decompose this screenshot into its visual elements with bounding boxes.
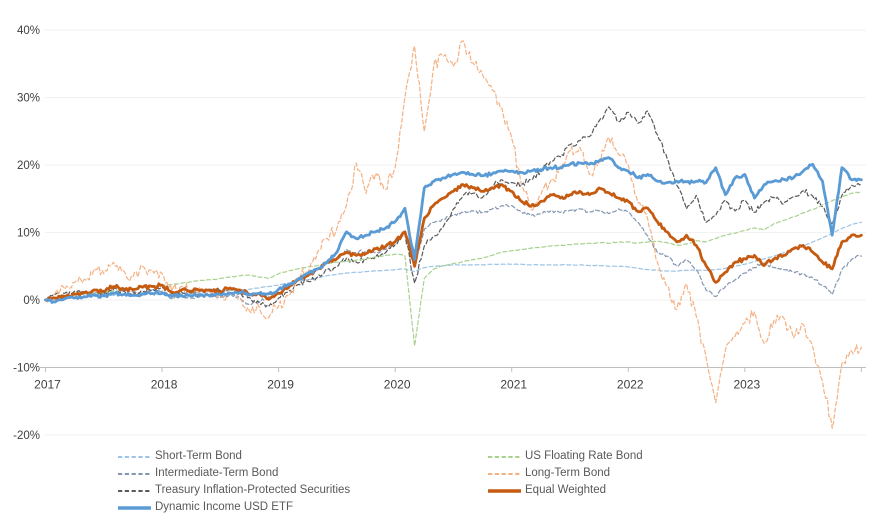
- gridlines: [45, 29, 866, 436]
- legend-item-equal-weighted[interactable]: Equal Weighted: [488, 482, 788, 499]
- legend-swatch-equal-weighted: [488, 488, 521, 493]
- chart-legend: Short-Term Bond Intermediate-Term Bond Tre…: [0, 448, 872, 516]
- legend-label: US Floating Rate Bond: [525, 450, 643, 462]
- x-axis-label: 2021: [500, 378, 527, 392]
- legend-label: Treasury Inflation-Protected Securities: [155, 484, 351, 496]
- series-line-short-term-bond: [44, 221, 862, 301]
- x-axis-label: 2022: [617, 378, 644, 392]
- series-line-equal-weighted: [44, 183, 863, 302]
- x-axis: 2017 2018 2019 2020 2021 2022 2023: [34, 367, 866, 392]
- performance-chart: 40% 30% 20% 10% 0% -10% -20% 2017 2018 2019 2020 20…: [13, 25, 866, 442]
- legend-swatch-tips: [118, 489, 151, 492]
- legend-item-long-term-bond[interactable]: Long-Term Bond: [488, 465, 788, 482]
- y-axis-label: -20%: [13, 430, 40, 442]
- legend-label: Intermediate-Term Bond: [155, 467, 279, 479]
- legend-column-1: Short-Term Bond Intermediate-Term Bond Tre…: [118, 448, 488, 516]
- legend-item-us-floating-rate-bond[interactable]: US Floating Rate Bond: [488, 448, 788, 465]
- legend-label: Dynamic Income USD ETF: [155, 501, 294, 513]
- legend-item-intermediate-term-bond[interactable]: Intermediate-Term Bond: [118, 465, 488, 482]
- legend-swatch-dynamic-income-usd-etf: [118, 505, 151, 510]
- legend-label: Short-Term Bond: [155, 450, 242, 462]
- x-axis-label: 2023: [733, 378, 760, 392]
- legend-column-2: US Floating Rate Bond Long-Term Bond Equal…: [488, 448, 788, 516]
- legend-swatch-us-floating-rate-bond: [488, 455, 521, 458]
- series-lines: [44, 40, 863, 429]
- legend-label: Equal Weighted: [525, 484, 606, 496]
- y-axis-label: -10%: [13, 363, 40, 375]
- x-axis-label: 2020: [384, 378, 411, 392]
- y-axis-label: 30%: [17, 93, 40, 105]
- x-axis-label: 2019: [267, 378, 294, 392]
- y-axis-labels: 40% 30% 20% 10% 0% -10% -20%: [13, 25, 40, 442]
- legend-label: Long-Term Bond: [525, 467, 611, 479]
- y-axis-label: 40%: [17, 25, 40, 37]
- series-line-dynamic-income-usd-etf: [44, 156, 863, 304]
- chart-canvas: 40%30%20%10%0%-10%-20%2017 2018 2019 2020 20…: [13, 25, 866, 442]
- x-axis-label: 2017: [34, 378, 61, 392]
- x-axis-label: 2018: [151, 378, 178, 392]
- y-axis-label: 10%: [17, 228, 40, 240]
- y-axis-label: 0%: [23, 295, 40, 307]
- y-axis-label: 20%: [17, 160, 40, 172]
- legend-item-short-term-bond[interactable]: Short-Term Bond: [118, 448, 488, 465]
- legend-swatch-intermediate-term-bond: [118, 472, 151, 475]
- legend-item-dynamic-income-usd-etf[interactable]: Dynamic Income USD ETF: [118, 499, 488, 516]
- series-line-tips: [44, 106, 862, 308]
- legend-item-tips[interactable]: Treasury Inflation-Protected Securities: [118, 482, 488, 499]
- series-line-long-term-bond: [44, 40, 862, 429]
- legend-swatch-long-term-bond: [488, 472, 521, 475]
- legend-swatch-short-term-bond: [118, 455, 151, 458]
- series-line-us-floating-rate-bond: [44, 191, 862, 347]
